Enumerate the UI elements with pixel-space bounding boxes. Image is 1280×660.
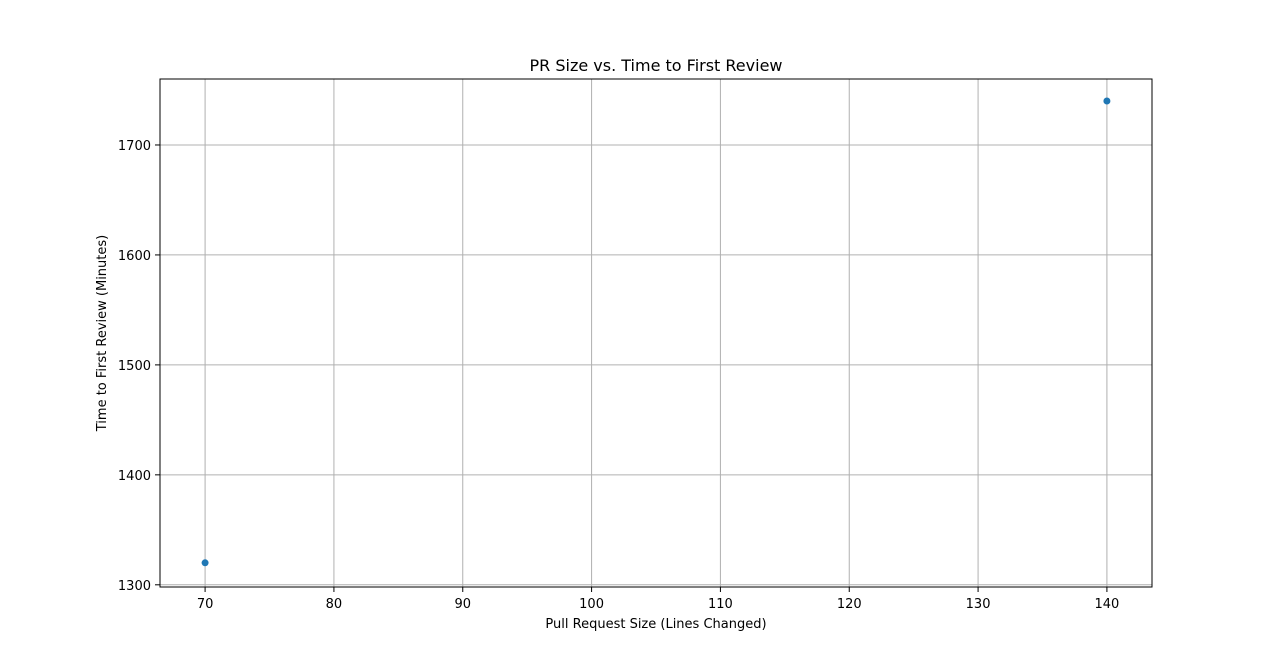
x-tick-label: 100 xyxy=(579,597,604,612)
x-tick-label: 130 xyxy=(966,597,991,612)
x-tick-label: 110 xyxy=(708,597,733,612)
x-tick-label: 80 xyxy=(326,597,343,612)
scatter-point xyxy=(1103,97,1111,105)
y-tick-label: 1400 xyxy=(118,469,151,484)
x-tick-label: 70 xyxy=(197,597,214,612)
x-tick-label: 90 xyxy=(454,597,471,612)
y-tick-label: 1500 xyxy=(118,359,151,374)
y-axis-label: Time to First Review (Minutes) xyxy=(95,235,110,432)
y-tick-label: 1600 xyxy=(118,249,151,264)
grid xyxy=(160,79,1152,587)
x-tick-label: 140 xyxy=(1094,597,1119,612)
chart-title: PR Size vs. Time to First Review xyxy=(530,56,783,75)
x-axis-ticks: 70 80 90 100 110 120 130 140 xyxy=(197,587,1119,612)
y-axis-ticks: 1300 1400 1500 1600 1700 xyxy=(118,139,160,594)
scatter-point xyxy=(201,559,209,567)
x-tick-label: 120 xyxy=(837,597,862,612)
data-points xyxy=(201,97,1111,567)
x-axis-label: Pull Request Size (Lines Changed) xyxy=(545,617,766,632)
y-tick-label: 1300 xyxy=(118,579,151,594)
plot-frame xyxy=(159,78,1153,588)
y-tick-label: 1700 xyxy=(118,139,151,154)
